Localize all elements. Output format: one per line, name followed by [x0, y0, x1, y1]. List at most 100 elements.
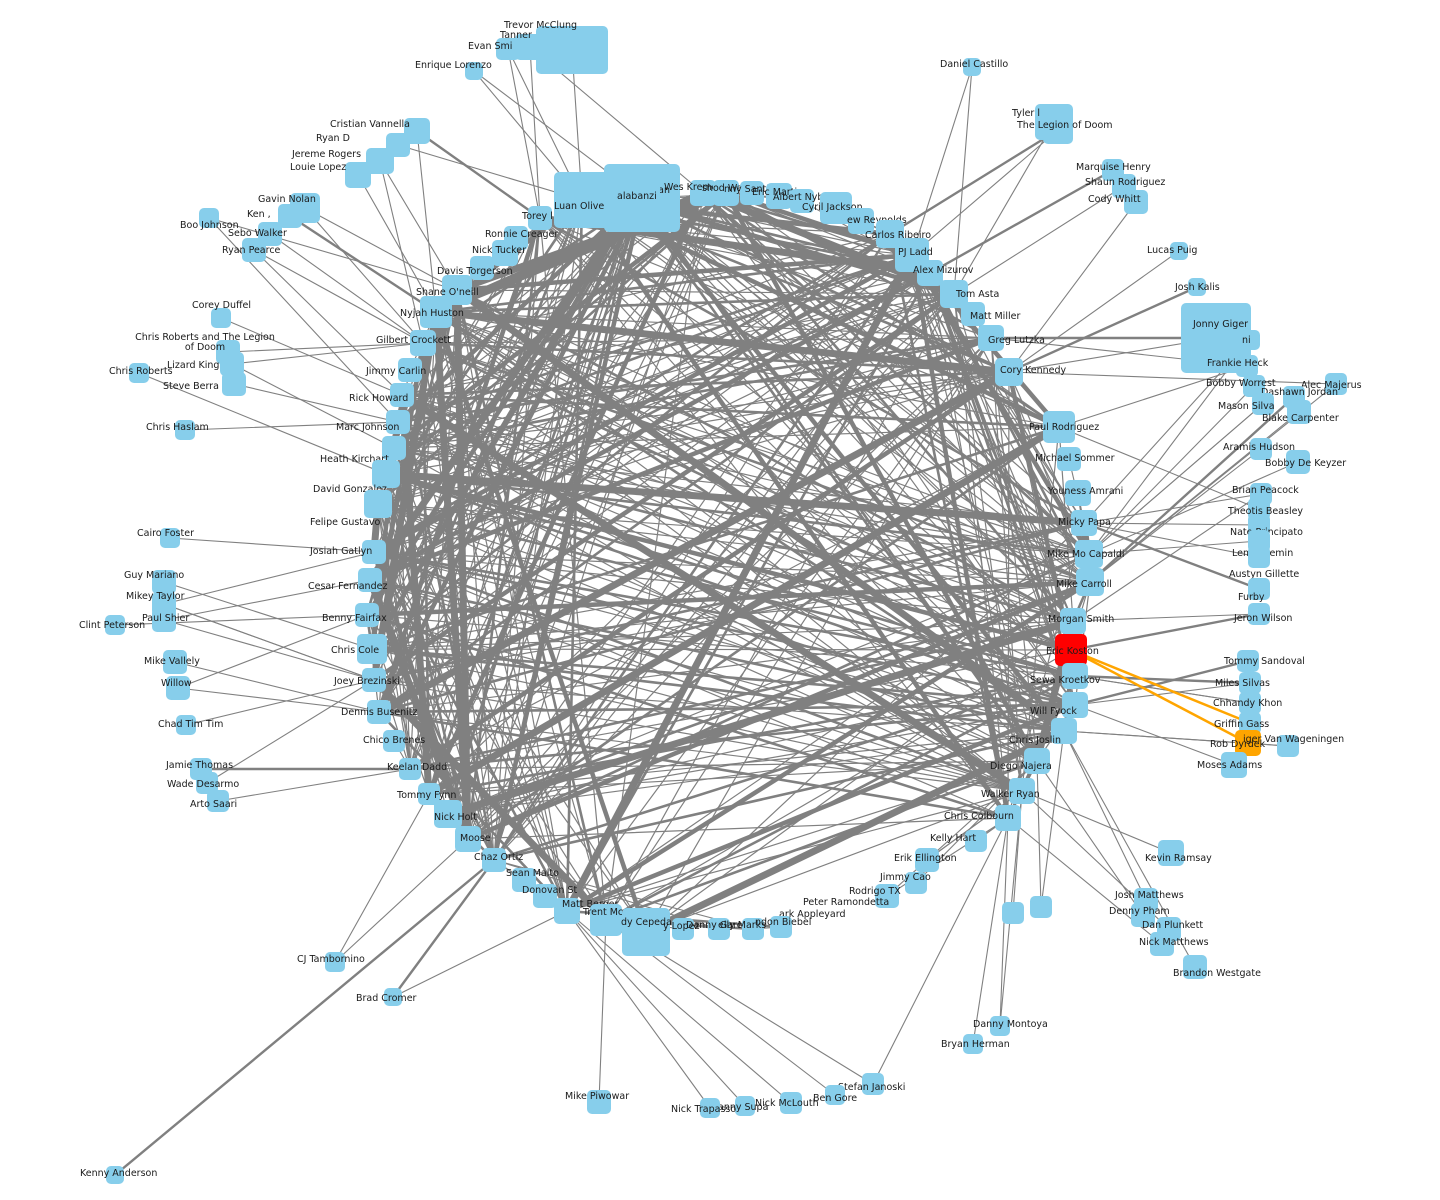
graph-node-tanner[interactable] — [515, 34, 545, 60]
graph-node-griffin-gass[interactable] — [1239, 712, 1261, 734]
graph-node-ryan-pearce[interactable] — [242, 238, 266, 262]
graph-node-mike-vallely[interactable] — [163, 650, 187, 674]
graph-node-wes-kremer[interactable] — [690, 180, 716, 206]
graph-node-tommy-sandoval[interactable] — [1237, 650, 1259, 672]
graph-node-danny-montoya[interactable] — [990, 1016, 1010, 1036]
graph-node-steve-berra[interactable] — [222, 372, 246, 396]
graph-node-paul-rodriguez[interactable] — [1043, 411, 1075, 443]
graph-node-austyn-gillette[interactable] — [1248, 546, 1270, 568]
graph-node-matt-berger[interactable] — [554, 898, 580, 924]
graph-node-eric-koston[interactable] — [1055, 634, 1087, 666]
graph-node-micky-papa[interactable] — [1071, 510, 1097, 536]
graph-node-eric-martina[interactable] — [766, 183, 792, 209]
graph-node-mike-piwowar[interactable] — [587, 1090, 611, 1114]
graph-node-danny-garcia[interactable] — [708, 918, 730, 940]
graph-node-nick-tucker[interactable] — [492, 240, 518, 266]
graph-node-miles-silvas[interactable] — [1239, 672, 1261, 694]
graph-node-moses-adams[interactable] — [1221, 752, 1247, 778]
graph-node-lucas-puig[interactable] — [1170, 242, 1188, 260]
graph-node-sewa-kroetkov[interactable] — [1062, 663, 1088, 689]
graph-node-ken[interactable] — [278, 204, 302, 228]
graph-node-nick-holt[interactable] — [434, 800, 462, 828]
graph-node-cj-tambornino[interactable] — [325, 952, 345, 972]
graph-node-nyjah-huston[interactable] — [420, 296, 452, 328]
graph-node-kruger-van-wageningen[interactable] — [1277, 735, 1299, 757]
graph-node-louie-lopez[interactable] — [345, 162, 371, 188]
graph-node-torey-l[interactable] — [528, 206, 552, 230]
graph-node-aramis-hudson[interactable] — [1250, 438, 1272, 460]
graph-node-corey-duffel[interactable] — [211, 308, 231, 328]
graph-node-mike-mo[interactable] — [1075, 540, 1103, 568]
graph-node-paul-shier[interactable] — [152, 608, 176, 632]
graph-node-chris-colbourn[interactable] — [995, 805, 1021, 831]
graph-node-cory-kennedy[interactable] — [995, 358, 1023, 386]
graph-node-alex-mizurov[interactable] — [917, 260, 943, 286]
graph-node-chaz-ortiz[interactable] — [482, 848, 506, 872]
graph-node-keelan-dadd[interactable] — [399, 758, 421, 780]
graph-node-morgan-smith[interactable] — [1060, 608, 1086, 634]
graph-node-manny-santiago[interactable] — [740, 181, 764, 205]
graph-node-enrique-lorenzo[interactable] — [465, 62, 483, 80]
graph-node-arto-saari[interactable] — [207, 790, 229, 812]
graph-node-danny-supa[interactable] — [735, 1096, 755, 1116]
graph-node-clint-peterson[interactable] — [105, 615, 125, 635]
graph-node-cesar-fernandez[interactable] — [358, 568, 382, 592]
graph-node-davis-torgerson[interactable] — [470, 256, 494, 280]
graph-node-peter-ramondetta[interactable] — [1030, 896, 1052, 918]
graph-node-kalabanzi[interactable] — [610, 178, 660, 224]
graph-node-cairo-foster[interactable] — [160, 528, 180, 548]
graph-node-wade-desarmo[interactable] — [196, 772, 218, 794]
graph-node-chris-roberts[interactable] — [129, 363, 149, 383]
graph-node-jimmy-cao[interactable] — [905, 872, 927, 894]
graph-node-kelly-marks[interactable] — [742, 918, 764, 940]
graph-node-evan-smith[interactable] — [496, 38, 520, 60]
graph-node-chad-tim-tim[interactable] — [176, 715, 196, 735]
graph-node-mason-silva[interactable] — [1252, 393, 1274, 415]
graph-node-denny-pham[interactable] — [1131, 903, 1155, 927]
graph-node-stefan-janoski[interactable] — [862, 1073, 884, 1095]
graph-node-cody-cepeda[interactable] — [622, 908, 670, 956]
graph-node-trent-mcclung[interactable] — [590, 904, 622, 936]
graph-node-furby[interactable] — [1248, 578, 1270, 600]
graph-node-rob-dyrdek[interactable] — [1235, 730, 1261, 756]
graph-node-youness-amrani[interactable] — [1065, 480, 1091, 506]
graph-node-bobby-de-keyzer[interactable] — [1286, 450, 1310, 474]
graph-node-dennis-busenitz[interactable] — [367, 700, 391, 724]
graph-node-chris-joslin[interactable] — [1051, 718, 1077, 744]
graph-node-matt-miller[interactable] — [961, 302, 985, 326]
graph-node-diego-najera[interactable] — [1024, 748, 1050, 774]
graph-node-bobby-worrest[interactable] — [1243, 375, 1265, 397]
graph-node-frankie-heck[interactable] — [1236, 355, 1258, 377]
graph-node-tommy-fynn[interactable] — [418, 783, 440, 805]
graph-node-josiah-gatlyn[interactable] — [362, 540, 386, 564]
graph-node-alec-majerus[interactable] — [1325, 373, 1347, 395]
graph-node-kenny-anderson[interactable] — [106, 1166, 124, 1184]
graph-node-david-gonzalez[interactable] — [372, 460, 400, 488]
graph-node-marc-johnson[interactable] — [386, 410, 410, 434]
graph-node-albert-nyberg[interactable] — [790, 189, 814, 213]
graph-node-daniel-castillo[interactable] — [963, 58, 981, 76]
graph-node-will-fyock[interactable] — [1062, 692, 1088, 718]
graph-node-erik-ellington[interactable] — [915, 848, 939, 872]
graph-node-brad-cromer[interactable] — [384, 988, 402, 1006]
graph-node-bryan-herman[interactable] — [963, 1034, 983, 1054]
graph-node-chris-haslam[interactable] — [175, 420, 195, 440]
graph-node-heath-kirchart[interactable] — [382, 436, 406, 460]
graph-node-nick-mclouth[interactable] — [780, 1092, 802, 1114]
graph-node-nick-matthews[interactable] — [1150, 932, 1174, 956]
graph-node-michael-sommer[interactable] — [1057, 447, 1081, 471]
graph-node-boo-johnson[interactable] — [199, 208, 219, 228]
graph-node-greg-lutzka[interactable] — [978, 325, 1004, 351]
graph-node-jeron-wilson[interactable] — [1248, 603, 1270, 625]
graph-node-guy-mariano[interactable] — [152, 570, 176, 594]
graph-node-josh-kalis[interactable] — [1188, 278, 1206, 296]
graph-node-brandon-biebel[interactable] — [770, 916, 792, 938]
graph-node-chhandy-khon[interactable] — [1239, 692, 1261, 714]
graph-node-cyril-jackson[interactable] — [820, 192, 852, 224]
graph-node-nick-trapasso[interactable] — [700, 1098, 720, 1118]
graph-node-amrani-hidden[interactable] — [1240, 330, 1260, 350]
graph-node-kevin-ramsay[interactable] — [1158, 840, 1184, 866]
graph-node-joey-brezinski[interactable] — [362, 668, 386, 692]
graph-node-chico-brenes[interactable] — [383, 730, 405, 752]
